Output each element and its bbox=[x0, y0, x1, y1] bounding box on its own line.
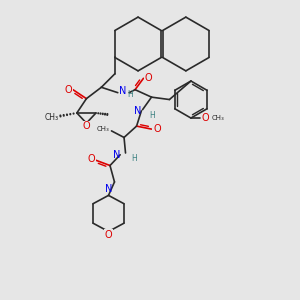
Text: H: H bbox=[131, 154, 137, 163]
Text: CH₃: CH₃ bbox=[211, 115, 224, 121]
Text: N: N bbox=[134, 106, 141, 116]
Text: O: O bbox=[105, 230, 112, 239]
Text: CH₃: CH₃ bbox=[96, 126, 109, 132]
Text: N: N bbox=[119, 86, 126, 97]
Text: O: O bbox=[153, 124, 161, 134]
Text: H: H bbox=[127, 90, 133, 99]
Text: N: N bbox=[105, 184, 112, 194]
Text: CH₃: CH₃ bbox=[45, 113, 59, 122]
Text: H: H bbox=[149, 111, 155, 120]
Text: O: O bbox=[144, 73, 152, 83]
Text: O: O bbox=[65, 85, 72, 95]
Text: O: O bbox=[87, 154, 95, 164]
Text: O: O bbox=[82, 121, 90, 131]
Text: O: O bbox=[202, 113, 210, 123]
Text: N: N bbox=[113, 150, 120, 160]
